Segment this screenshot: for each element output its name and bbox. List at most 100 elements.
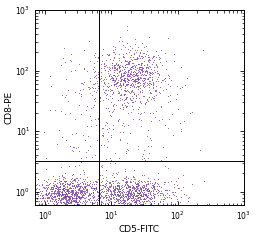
Point: [60, 194, 64, 197]
Point: [128, 188, 132, 192]
Point: [136, 107, 140, 111]
Point: [57, 180, 61, 184]
Point: [143, 158, 147, 162]
Point: [145, 195, 149, 199]
Point: [68, 197, 72, 201]
Point: [74, 191, 79, 195]
Point: [63, 182, 67, 186]
Point: [89, 186, 93, 190]
Point: [48, 192, 52, 196]
Point: [112, 74, 116, 77]
Point: [109, 100, 113, 103]
Point: [113, 53, 117, 56]
Point: [59, 196, 63, 200]
Point: [112, 73, 116, 77]
Point: [66, 190, 70, 194]
Point: [107, 74, 111, 78]
Point: [72, 178, 77, 181]
Point: [163, 76, 167, 80]
Point: [72, 184, 76, 187]
Point: [132, 85, 136, 88]
Point: [139, 61, 143, 65]
Point: [105, 85, 110, 89]
Point: [62, 179, 66, 183]
Point: [111, 188, 115, 192]
Point: [69, 190, 73, 194]
Point: [117, 184, 121, 187]
Point: [125, 83, 130, 87]
Point: [86, 187, 90, 191]
Point: [144, 183, 148, 187]
Point: [107, 185, 111, 189]
Point: [158, 194, 163, 197]
Point: [76, 183, 80, 187]
Point: [135, 76, 139, 80]
Point: [136, 84, 140, 88]
Point: [33, 191, 37, 195]
Point: [130, 46, 134, 50]
Point: [54, 202, 58, 206]
Point: [82, 170, 87, 174]
Point: [128, 97, 132, 100]
Point: [34, 187, 38, 190]
Point: [71, 188, 75, 192]
Point: [63, 195, 67, 199]
Point: [35, 183, 39, 186]
Point: [129, 67, 133, 71]
Point: [141, 94, 145, 98]
Point: [121, 78, 125, 81]
Point: [106, 85, 110, 88]
Point: [63, 182, 68, 185]
Point: [133, 77, 137, 81]
Point: [77, 182, 81, 186]
Point: [133, 77, 137, 81]
Point: [168, 99, 172, 103]
Point: [57, 185, 61, 189]
Point: [116, 199, 121, 203]
Point: [126, 77, 130, 81]
Point: [83, 191, 87, 195]
Point: [115, 190, 119, 194]
Point: [78, 172, 82, 176]
Point: [147, 83, 151, 87]
Point: [53, 188, 57, 191]
Point: [61, 196, 65, 200]
Point: [98, 191, 102, 195]
Point: [66, 194, 70, 198]
Point: [95, 55, 100, 59]
Point: [133, 77, 137, 81]
Point: [126, 62, 131, 66]
Point: [139, 48, 143, 52]
Point: [109, 192, 113, 196]
Point: [52, 191, 56, 195]
Point: [175, 84, 179, 87]
Point: [114, 81, 118, 85]
Point: [123, 194, 127, 198]
Point: [85, 183, 89, 186]
Point: [91, 190, 95, 194]
Point: [113, 78, 118, 82]
Point: [117, 190, 121, 194]
Point: [49, 187, 53, 190]
Point: [64, 189, 68, 193]
Point: [133, 184, 137, 188]
Point: [109, 196, 113, 200]
Point: [123, 176, 127, 179]
Point: [113, 161, 117, 165]
Point: [133, 196, 137, 200]
Point: [150, 186, 154, 190]
Point: [116, 192, 120, 196]
Point: [104, 195, 108, 199]
Point: [124, 185, 128, 189]
Point: [74, 198, 78, 201]
Point: [153, 180, 157, 184]
Point: [65, 192, 69, 196]
Point: [105, 145, 109, 149]
Point: [75, 201, 79, 204]
Point: [146, 59, 150, 63]
Point: [118, 130, 122, 134]
Point: [61, 175, 66, 179]
Point: [92, 89, 96, 93]
Point: [128, 66, 132, 70]
Point: [87, 198, 91, 202]
